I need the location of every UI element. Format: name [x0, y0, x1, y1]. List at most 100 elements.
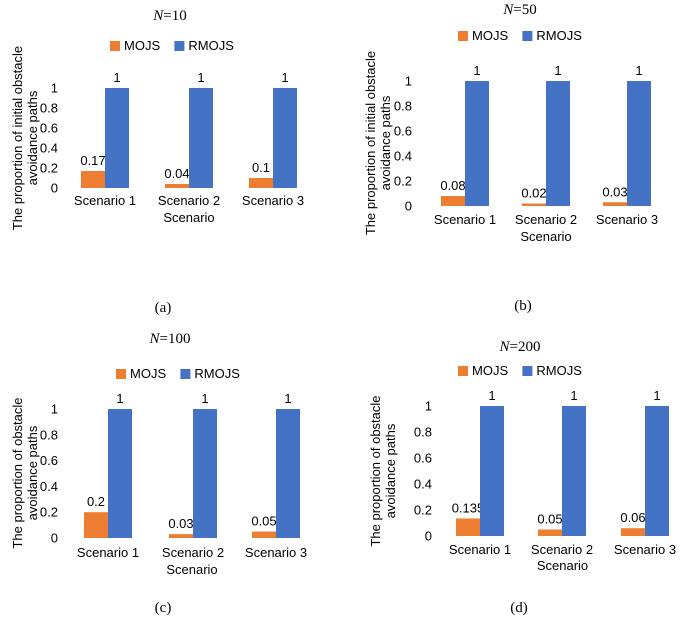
- x-axis-label: Scenario: [166, 562, 217, 577]
- x-tick-label: Scenario 1: [74, 193, 136, 208]
- bar-mojs: [621, 528, 645, 536]
- data-label: 1: [635, 63, 642, 78]
- data-label: 1: [488, 388, 495, 403]
- bar-rmojs: [645, 406, 669, 536]
- bar-mojs: [538, 529, 562, 536]
- y-tick-label: 0.4: [40, 141, 58, 156]
- data-label: 1: [554, 63, 561, 78]
- data-label: 0.03: [602, 184, 627, 199]
- bar-rmojs: [193, 409, 217, 538]
- bar-mojs: [456, 518, 480, 536]
- y-axis-label: The proportion of obstacleavoidance path…: [368, 395, 398, 546]
- y-axis-label: The proportion of initial obstacleavoida…: [10, 46, 40, 230]
- y-tick-label: 0.2: [40, 161, 58, 176]
- x-tick-label: Scenario 3: [245, 545, 307, 560]
- y-tick-label: 0.6: [414, 451, 432, 466]
- data-label: 0.03: [168, 516, 193, 531]
- legend: MOJS RMOJS: [110, 38, 234, 53]
- x-tick-label: Scenario 1: [77, 545, 139, 560]
- legend-swatch-rmojs: [174, 41, 185, 51]
- bar-rmojs: [546, 81, 570, 206]
- data-label: 1: [113, 70, 120, 85]
- data-label: 1: [201, 391, 208, 406]
- y-tick-label: 0.4: [394, 149, 412, 164]
- y-tick-label: 0.2: [394, 174, 412, 189]
- chart-panel-1: N=10 MOJS RMOJS 0 0.2 0.4 0.6 0.8 1 0.17 1 Scenario…: [10, 8, 304, 316]
- x-tick-label: Scenario 2: [515, 212, 577, 227]
- y-tick-label: 0.6: [40, 453, 58, 468]
- legend-label-mojs: MOJS: [124, 38, 160, 53]
- x-tick-label: Scenario 1: [434, 212, 496, 227]
- legend-label-mojs: MOJS: [472, 28, 508, 43]
- legend-swatch-rmojs: [180, 369, 191, 379]
- legend-swatch-rmojs: [522, 31, 533, 41]
- y-tick-label: 1: [405, 74, 412, 89]
- bar-mojs: [522, 203, 546, 206]
- data-label: 1: [653, 388, 660, 403]
- y-axis-label: The proportion of obstacleavoidance path…: [10, 397, 40, 548]
- y-tick-label: 0.2: [414, 503, 432, 518]
- legend-swatch-mojs: [458, 31, 468, 41]
- legend-swatch-mojs: [458, 366, 468, 376]
- data-label: 0.135: [452, 500, 485, 515]
- panel-caption: (b): [514, 298, 532, 314]
- x-tick-label: Scenario 1: [449, 542, 511, 557]
- data-label: 0.1: [252, 160, 270, 175]
- bar-rmojs: [627, 81, 651, 206]
- chart-panel-4: N=200 MOJS RMOJS 0 0.2 0.4 0.6 0.8 1 0.135 1 Scenar…: [368, 339, 676, 616]
- chart-title: N=50: [502, 2, 536, 18]
- bar-mojs: [165, 184, 189, 188]
- y-tick-label: 0: [425, 529, 432, 544]
- x-tick-label: Scenario 2: [162, 545, 224, 560]
- legend-label-rmojs: RMOJS: [536, 363, 582, 378]
- legend-label-mojs: MOJS: [130, 366, 166, 381]
- y-axis-label: The proportion of initial obstacleavoida…: [363, 51, 393, 235]
- y-tick-label: 0.2: [40, 505, 58, 520]
- chart-panel-2: N=50 MOJS RMOJS 0 0.2 0.4 0.6 0.8 1 0.08 1 Scenario…: [363, 2, 658, 314]
- data-label: 0.2: [87, 494, 105, 509]
- data-label: 0.08: [440, 178, 465, 193]
- bar-rmojs: [108, 409, 132, 538]
- y-tick-label: 0: [405, 199, 412, 214]
- x-tick-label: Scenario 3: [242, 193, 304, 208]
- legend-swatch-rmojs: [522, 366, 533, 376]
- legend-label-mojs: MOJS: [472, 363, 508, 378]
- panel-caption: (c): [155, 600, 172, 616]
- y-tick-label: 0: [51, 181, 58, 196]
- data-label: 1: [281, 70, 288, 85]
- bar-rmojs: [105, 88, 129, 188]
- bar-rmojs: [273, 88, 297, 188]
- panel-caption: (a): [155, 300, 172, 316]
- chart-title: N=10: [152, 8, 186, 24]
- data-label: 0.02: [521, 186, 546, 201]
- y-tick-label: 0.4: [40, 479, 58, 494]
- data-label: 1: [197, 70, 204, 85]
- legend-label-rmojs: RMOJS: [194, 366, 240, 381]
- data-label: 1: [284, 391, 291, 406]
- chart-title: N=200: [499, 339, 541, 355]
- y-tick-label: 0.8: [40, 101, 58, 116]
- bar-mojs: [81, 171, 105, 188]
- y-tick-label: 1: [425, 399, 432, 414]
- y-tick-label: 0.6: [40, 121, 58, 136]
- y-tick-label: 0.6: [394, 124, 412, 139]
- bar-mojs: [249, 178, 273, 188]
- bar-mojs: [252, 531, 276, 538]
- legend-swatch-mojs: [116, 369, 126, 379]
- x-axis-label: Scenario: [520, 229, 571, 244]
- bar-mojs: [441, 196, 465, 206]
- legend: MOJS RMOJS: [116, 366, 240, 381]
- x-tick-label: Scenario 3: [596, 212, 658, 227]
- bar-rmojs: [465, 81, 489, 206]
- bar-mojs: [169, 534, 193, 538]
- x-tick-label: Scenario 2: [158, 193, 220, 208]
- x-axis-label: Scenario: [537, 558, 588, 573]
- y-tick-label: 0.8: [414, 425, 432, 440]
- y-tick-label: 1: [51, 81, 58, 96]
- legend-swatch-mojs: [110, 41, 120, 51]
- legend: MOJS RMOJS: [458, 28, 582, 43]
- data-label: 1: [570, 388, 577, 403]
- data-label: 0.05: [537, 512, 562, 527]
- y-tick-label: 0.8: [40, 427, 58, 442]
